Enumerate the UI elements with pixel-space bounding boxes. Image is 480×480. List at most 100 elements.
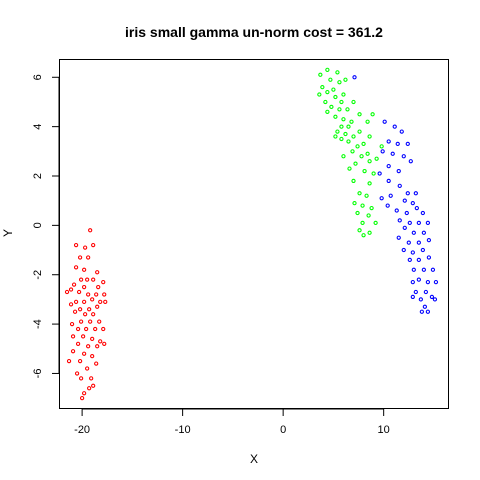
data-point (339, 124, 344, 129)
data-point (73, 242, 79, 248)
data-point (402, 225, 407, 230)
data-point (357, 129, 362, 134)
data-point (406, 240, 411, 245)
data-point (96, 284, 101, 290)
data-point (85, 366, 90, 371)
x-tick-label: -10 (175, 424, 191, 436)
data-point (360, 220, 365, 226)
data-point (433, 280, 439, 285)
data-point (367, 181, 372, 186)
data-point (73, 265, 79, 270)
data-point (93, 326, 98, 332)
y-axis-label: Y (1, 229, 15, 237)
data-point (421, 267, 427, 272)
data-point (374, 156, 379, 161)
data-point (426, 255, 432, 260)
data-point (397, 218, 402, 223)
data-point (343, 77, 348, 82)
data-point (335, 70, 340, 75)
data-point (333, 134, 338, 139)
data-point (429, 294, 435, 300)
data-point (420, 247, 425, 253)
data-point (70, 334, 76, 339)
series-2 (317, 67, 384, 238)
data-point (72, 309, 78, 314)
data-point (73, 299, 79, 304)
data-point (71, 282, 77, 287)
data-point (95, 344, 100, 349)
data-point (367, 159, 372, 164)
data-point (422, 304, 428, 309)
y-tick-label: 2 (32, 173, 44, 179)
data-point (318, 72, 323, 77)
data-point (90, 354, 95, 359)
data-point (423, 289, 429, 295)
x-tick-label: 0 (280, 424, 286, 436)
data-point (94, 361, 99, 366)
data-point (364, 193, 369, 198)
data-point (395, 141, 400, 147)
data-point (87, 307, 92, 312)
data-point (416, 257, 421, 263)
data-point (328, 77, 333, 82)
data-point (329, 104, 334, 110)
y-tick-label: 6 (32, 74, 44, 80)
x-tick-label: -20 (74, 424, 90, 436)
data-point (78, 376, 84, 381)
data-point (325, 109, 330, 114)
data-point (373, 220, 378, 226)
data-point (370, 112, 375, 117)
data-point (353, 161, 358, 166)
data-point (396, 235, 401, 240)
data-point (401, 154, 406, 159)
data-point (343, 131, 348, 137)
data-point (379, 144, 384, 149)
data-point (103, 299, 108, 304)
data-point (102, 292, 107, 297)
data-point (432, 297, 438, 302)
y-axis: -6 -4 -2 0 2 4 6 (32, 74, 60, 379)
plot-area (59, 59, 449, 409)
data-point (102, 341, 107, 346)
data-point (367, 230, 372, 235)
y-tick-label: 4 (32, 124, 44, 130)
data-point (405, 141, 410, 147)
data-point (95, 270, 100, 275)
data-point (101, 326, 106, 332)
data-point (98, 299, 103, 304)
data-point (377, 171, 382, 176)
data-point (91, 277, 96, 282)
data-point (357, 191, 362, 196)
data-point (351, 99, 356, 105)
data-point (331, 87, 336, 92)
data-point (420, 210, 425, 216)
data-point (401, 247, 406, 253)
data-point (335, 129, 340, 134)
data-point (78, 319, 84, 324)
data-point (362, 168, 367, 174)
data-point (419, 309, 424, 314)
data-point (88, 319, 93, 324)
data-point (97, 319, 102, 324)
data-point (386, 164, 391, 169)
data-point (351, 134, 356, 139)
x-axis-label: X (250, 452, 258, 466)
data-point (91, 383, 96, 388)
data-point (81, 351, 87, 356)
data-point (81, 299, 87, 304)
data-point (346, 139, 351, 144)
data-point (351, 178, 356, 184)
data-point (70, 349, 76, 354)
data-point (94, 292, 99, 297)
data-point (371, 171, 376, 176)
data-point (78, 277, 84, 282)
data-point (91, 312, 96, 317)
series-1 (64, 228, 108, 401)
y-tick-label: 0 (32, 222, 44, 228)
y-tick-label: -6 (32, 369, 44, 379)
data-point (325, 89, 330, 95)
data-point (425, 309, 431, 314)
data-point (410, 250, 415, 255)
data-point (352, 201, 357, 206)
